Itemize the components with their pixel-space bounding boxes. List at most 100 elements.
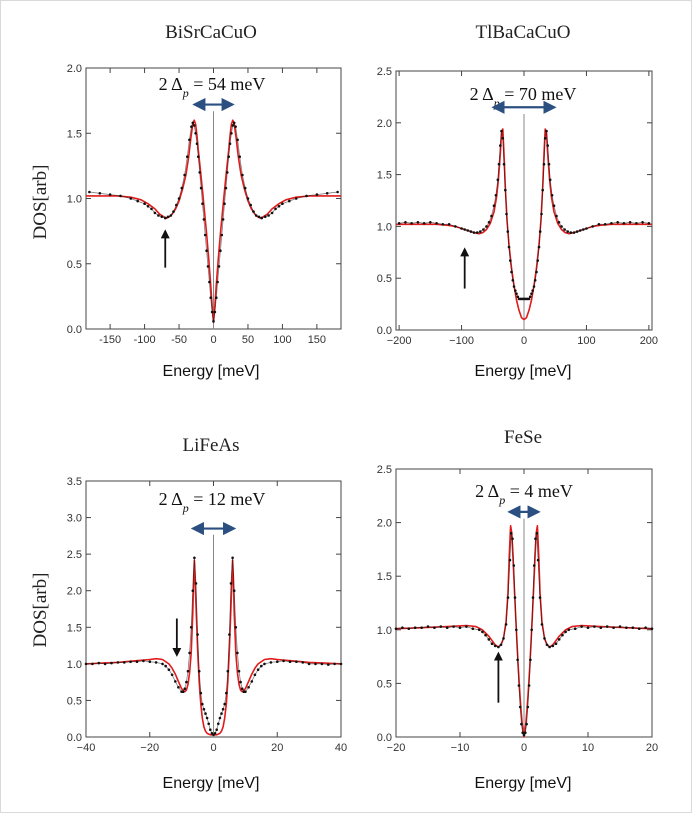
data-point (445, 626, 449, 629)
data-point (194, 582, 198, 585)
data-point (506, 230, 510, 233)
data-point (530, 292, 533, 296)
data-point (481, 630, 484, 634)
data-point (199, 186, 203, 190)
data-point (550, 194, 554, 197)
data-point (195, 142, 199, 145)
x-axis-label: Energy [meV] (163, 363, 260, 380)
data-point (170, 673, 174, 677)
y-tick-label: 0.5 (67, 259, 82, 271)
data-point (541, 188, 544, 192)
data-point (567, 628, 571, 632)
y-tick-label: 2.5 (67, 549, 82, 561)
y-tick-label: 2.0 (67, 63, 82, 75)
data-point (516, 295, 520, 299)
data-point (548, 645, 551, 649)
data-point (167, 668, 171, 671)
x-tick-label: 20 (271, 742, 283, 754)
data-point (435, 222, 438, 225)
panel-fese: FeSe Energy [meV] 2 Δp = 4 meV −20 −10 0 10… (377, 427, 658, 792)
data-point (154, 661, 158, 664)
data-point (88, 190, 91, 194)
data-point (241, 173, 244, 177)
data-point (269, 661, 273, 664)
data-point (281, 202, 284, 205)
y-tick-label: 0.0 (67, 324, 82, 336)
data-point (641, 221, 644, 224)
data-point (504, 188, 507, 192)
data-point (327, 663, 330, 666)
data-point (585, 227, 588, 230)
data-point (441, 223, 445, 226)
data-point (647, 222, 651, 225)
data-point (542, 162, 546, 166)
data-point (524, 731, 527, 734)
data-point (188, 138, 191, 142)
data-point (548, 178, 552, 182)
data-point (194, 132, 197, 135)
data-point (535, 532, 539, 535)
data-point (228, 142, 232, 145)
data-point (616, 221, 619, 224)
data-point (477, 628, 481, 632)
data-point (257, 215, 261, 219)
data-point (560, 225, 563, 228)
data-point (509, 259, 512, 262)
y-tick-label: 2.5 (377, 66, 392, 78)
gap-annotation: 2 Δp = 4 meV (475, 481, 573, 507)
data-point (295, 660, 298, 663)
data-point (240, 687, 244, 690)
data-point (512, 564, 516, 567)
x-tick-label: −20 (140, 742, 159, 754)
data-point (650, 627, 654, 630)
data-point (490, 642, 494, 645)
data-point (557, 638, 561, 641)
y-tick-label: 1.0 (67, 194, 82, 206)
data-point (307, 662, 311, 666)
y-tick-label: 1.5 (67, 622, 82, 634)
data-point (509, 532, 513, 535)
y-tick-label: 1.5 (67, 128, 82, 140)
data-point (479, 230, 482, 233)
data-point (410, 222, 413, 225)
data-point (153, 211, 157, 215)
data-point (175, 203, 178, 207)
data-point (315, 193, 319, 196)
data-point (205, 716, 209, 720)
data-point (521, 731, 524, 734)
y-tick-label: 0.0 (377, 732, 392, 744)
data-point (202, 218, 206, 221)
data-point (336, 190, 339, 194)
y-tick-label: 2.0 (67, 586, 82, 598)
y-tick-label: 2.0 (377, 118, 392, 130)
data-point (545, 129, 548, 133)
data-point (591, 225, 594, 228)
data-point (215, 728, 218, 731)
data-point (161, 662, 164, 666)
data-point (164, 664, 167, 668)
data-point (492, 204, 496, 207)
data-point (84, 662, 88, 666)
data-point (215, 296, 218, 300)
data-point (502, 637, 505, 640)
data-point (482, 228, 485, 231)
gap-annotation: 2 Δp = 54 meV (159, 74, 266, 100)
data-point (103, 662, 107, 666)
data-point (213, 732, 217, 735)
data-point (294, 197, 298, 200)
data-point (536, 259, 539, 262)
x-tick-label: 20 (646, 742, 658, 754)
data-point (160, 215, 164, 219)
data-point (177, 197, 181, 200)
data-point (532, 285, 536, 288)
data-point (190, 125, 193, 128)
data-point (232, 121, 236, 125)
data-point (320, 662, 324, 666)
data-point (196, 633, 199, 636)
data-point (499, 144, 502, 147)
data-point (228, 633, 231, 636)
x-tick-label: −20 (387, 742, 406, 754)
data-point (497, 162, 501, 166)
